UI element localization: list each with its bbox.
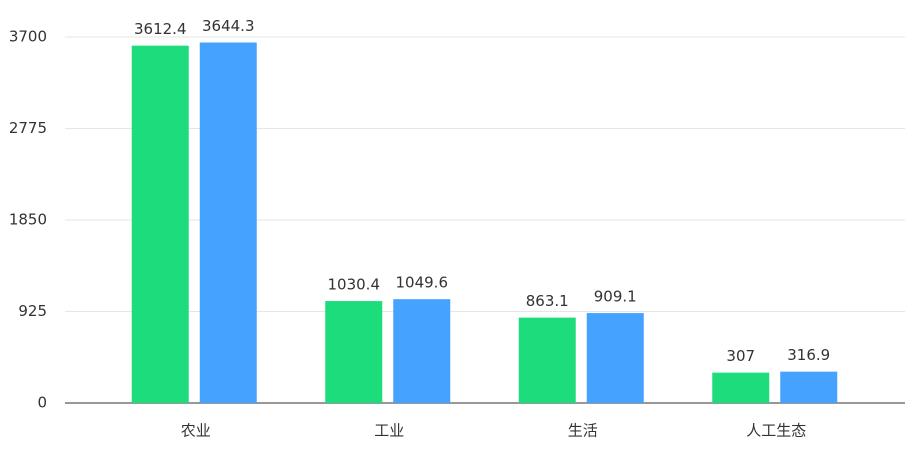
bar (199, 42, 257, 403)
y-tick-label: 3700 (9, 28, 47, 46)
y-tick-label: 0 (37, 394, 47, 412)
data-label: 909.1 (594, 288, 637, 306)
x-tick-label: 农业 (181, 422, 211, 440)
data-label: 316.9 (787, 346, 830, 364)
data-label: 307 (726, 347, 755, 365)
y-tick-label: 925 (18, 302, 47, 320)
y-tick-label: 1850 (9, 211, 47, 229)
x-tick-label: 生活 (568, 422, 598, 440)
bar (712, 372, 770, 403)
bar (780, 371, 838, 403)
data-label: 3644.3 (202, 17, 255, 35)
x-tick-label: 人工生态 (746, 422, 806, 440)
bar (393, 299, 451, 403)
x-tick-label: 工业 (374, 422, 404, 440)
bar (325, 301, 383, 403)
data-label: 1030.4 (328, 276, 381, 294)
bar (518, 317, 576, 403)
data-label: 863.1 (526, 292, 569, 310)
y-tick-label: 2775 (9, 119, 47, 137)
data-label: 3612.4 (134, 20, 187, 38)
data-label: 1049.6 (396, 274, 449, 292)
bar (131, 45, 189, 404)
bar (586, 313, 644, 403)
